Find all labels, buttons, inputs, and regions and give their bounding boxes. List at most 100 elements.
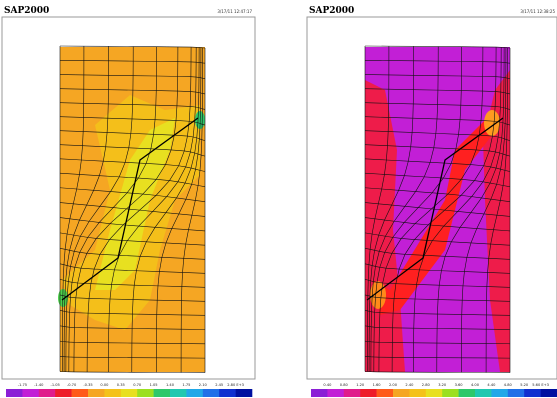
- legend-label: -0.35: [83, 383, 92, 387]
- mesh-line: [180, 47, 203, 373]
- contour-region: [95, 118, 175, 290]
- mesh-line: [364, 116, 511, 126]
- mesh-line: [59, 187, 206, 203]
- mesh-line: [59, 263, 206, 274]
- legend-label: 1.75: [182, 383, 190, 387]
- legend-swatch: [120, 389, 138, 397]
- legend-swatch: [442, 389, 459, 397]
- legend-label: -1.40: [34, 383, 44, 387]
- mesh-line: [63, 46, 109, 372]
- legend-swatch: [343, 389, 361, 397]
- mesh-line: [364, 310, 511, 316]
- mesh-line: [131, 47, 200, 373]
- legend-swatch: [507, 389, 525, 397]
- panel-title: SAP2000: [4, 6, 49, 16]
- mesh-line: [62, 46, 85, 372]
- legend-label: 0.35: [117, 383, 125, 387]
- legend-label: 4.40: [487, 383, 496, 387]
- legend-swatch: [38, 389, 56, 397]
- legend-swatch: [186, 389, 204, 397]
- timestamp: 3/17/11 12:47:17: [217, 9, 252, 14]
- mesh-line: [391, 47, 497, 373]
- mesh-line: [413, 47, 502, 373]
- legend-swatch: [540, 389, 557, 397]
- legend-swatch: [409, 389, 427, 397]
- legend-swatch: [219, 389, 236, 397]
- legend-swatch: [376, 389, 394, 397]
- panel: SAP2000 3/17/11 12:47:17 -1.75 -1.40 -1.05…: [1, 6, 256, 397]
- mesh-line: [364, 232, 511, 246]
- mesh-line: [73, 46, 179, 372]
- legend-swatch: [55, 389, 72, 397]
- legend-label: 0.40: [323, 383, 332, 387]
- legend-label: 4.00: [471, 383, 480, 387]
- mesh-line: [86, 47, 192, 373]
- legend-label: 3.60: [455, 383, 464, 387]
- legend-swatch: [202, 389, 220, 397]
- legend-swatch: [88, 389, 105, 397]
- mesh-line: [364, 263, 511, 274]
- legend-label: 5.20: [520, 383, 529, 387]
- mesh-line: [68, 46, 157, 372]
- mesh-line: [59, 202, 206, 217]
- legend-label: 0.70: [133, 383, 142, 387]
- mesh-line: [364, 102, 511, 110]
- mesh-line: [59, 172, 206, 188]
- contour-region: [373, 115, 500, 315]
- mesh-line: [364, 248, 511, 260]
- legend-label: 0.80: [340, 383, 349, 387]
- mesh-line: [378, 46, 484, 372]
- mesh-line: [59, 232, 206, 246]
- mesh-line: [59, 130, 206, 141]
- legend-label: 2.00: [389, 383, 398, 387]
- mesh-line: [156, 47, 202, 373]
- mesh-line: [367, 46, 390, 372]
- legend-label: 0.00: [100, 383, 109, 387]
- mesh-line: [364, 130, 511, 141]
- mesh-line: [370, 46, 439, 372]
- mesh-line: [59, 116, 206, 126]
- panel-title: SAP2000: [309, 6, 354, 16]
- legend-label: 1.05: [150, 383, 158, 387]
- mesh-line: [59, 248, 206, 260]
- mesh-line: [108, 47, 197, 373]
- legend-label: 1.60: [373, 383, 382, 387]
- mesh-line: [485, 47, 508, 373]
- legend-swatch: [458, 389, 476, 397]
- mesh-line: [364, 144, 511, 157]
- mesh-line: [59, 310, 206, 316]
- legend-swatch: [524, 389, 541, 397]
- mesh-line: [364, 294, 511, 302]
- mesh-line: [59, 217, 206, 232]
- legend-swatch: [475, 389, 492, 397]
- legend-swatch: [170, 389, 187, 397]
- mesh-line: [59, 102, 206, 110]
- legend-label: 2.40: [405, 383, 414, 387]
- mesh-line: [364, 172, 511, 188]
- legend-label: 2.10: [199, 383, 208, 387]
- legend-label: -1.05: [51, 383, 60, 387]
- mesh: [59, 45, 206, 373]
- legend-label: -1.75: [18, 383, 27, 387]
- legend-swatch: [22, 389, 40, 397]
- timestamp: 3/17/11 12:38:25: [520, 9, 555, 14]
- panel: SAP2000 3/17/11 12:38:25 0.40 0.80 1.20 1.6…: [306, 6, 557, 397]
- legend-swatch: [137, 389, 154, 397]
- legend-swatch: [71, 389, 89, 397]
- mesh-line: [364, 187, 511, 203]
- legend-swatch: [235, 389, 253, 397]
- mesh-line: [65, 46, 134, 372]
- mesh: [364, 45, 511, 373]
- mesh-line: [364, 217, 511, 232]
- mesh-line: [59, 158, 206, 172]
- mesh-line: [59, 294, 206, 302]
- mesh-line: [368, 46, 414, 372]
- legend-swatch: [104, 389, 122, 397]
- contour-region: [483, 70, 510, 372]
- mesh-line: [364, 202, 511, 217]
- legend-swatch: [491, 389, 509, 397]
- legend-swatch: [311, 389, 328, 397]
- mesh-line: [373, 46, 462, 372]
- legend-label: 2.80: [422, 383, 431, 387]
